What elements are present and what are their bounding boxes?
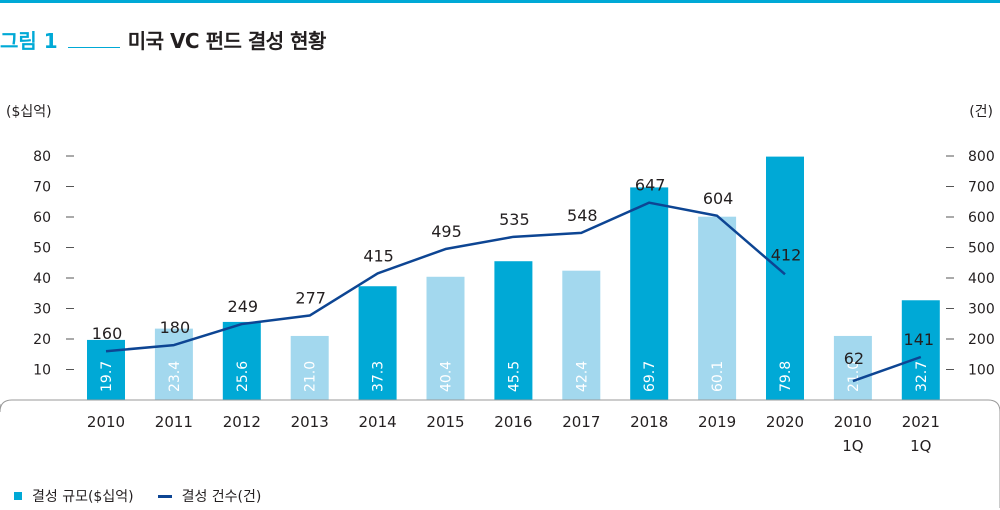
line-value-label: 412 xyxy=(771,245,802,264)
line-value-label: 277 xyxy=(295,289,326,308)
x-tick-label: 2020 xyxy=(766,413,804,431)
left-tick-label: 30 xyxy=(33,302,51,318)
bar xyxy=(222,321,261,400)
line-value-label: 160 xyxy=(92,324,123,343)
x-tick-label: 2015 xyxy=(426,413,464,431)
axis-ticks: 10 20 30 40 50 60 70 80 100 200 300 400 500 600 700 800 xyxy=(33,149,995,379)
line-value-label: 604 xyxy=(703,189,734,208)
figure-heading: 그림 1 미국 VC 펀드 결성 현황 xyxy=(0,24,326,54)
line-value-label: 535 xyxy=(499,210,530,229)
bar xyxy=(426,276,465,400)
bar xyxy=(290,335,329,400)
x-tick-label: 2016 xyxy=(494,413,532,431)
bar xyxy=(833,335,872,400)
bar-value-label: 40.4 xyxy=(439,361,455,392)
right-tick-label: 100 xyxy=(968,363,995,379)
x-tick-label: 2021 xyxy=(902,413,940,431)
x-tick-label: 2012 xyxy=(223,413,261,431)
line-segment xyxy=(105,201,786,353)
right-tick-label: 200 xyxy=(968,332,995,348)
bar-value-label: 19.7 xyxy=(99,361,115,392)
x-tick-label: 2010 xyxy=(87,413,125,431)
bar-value-label: 21.0 xyxy=(846,361,862,392)
x-tick-label: 2019 xyxy=(698,413,736,431)
x-tick-label: 1Q xyxy=(910,437,931,455)
right-tick-label: 400 xyxy=(968,271,995,287)
legend-bar-swatch xyxy=(14,492,22,500)
figure-title: 미국 VC 펀드 결성 현황 xyxy=(127,28,327,53)
legend-line-label: 결성 건수(건) xyxy=(181,489,262,505)
x-tick-label: 2013 xyxy=(291,413,329,431)
figure-heading-rule xyxy=(67,46,120,48)
bar xyxy=(494,261,533,400)
right-tick-label: 300 xyxy=(968,302,995,318)
line-value-label: 141 xyxy=(904,330,935,349)
bar-value-label: 42.4 xyxy=(574,361,590,392)
left-tick-label: 50 xyxy=(33,241,51,257)
bar xyxy=(562,270,601,400)
bar-value-label: 60.1 xyxy=(710,361,726,392)
right-tick-label: 600 xyxy=(968,210,995,226)
bar-value-label: 79.8 xyxy=(778,361,794,392)
left-axis-unit: ($십억) xyxy=(6,104,52,120)
x-axis-labels: 2010 2011 2012 2013 2014 2015 2016 2017 2018 2019… xyxy=(87,413,940,455)
line-value-label: 647 xyxy=(635,176,666,195)
line-value-label: 548 xyxy=(567,206,598,225)
line-value-label: 62 xyxy=(844,349,864,368)
bar xyxy=(901,300,940,400)
figure-number: 그림 1 xyxy=(0,28,58,53)
x-tick-label: 2010 xyxy=(834,413,872,431)
left-tick-label: 70 xyxy=(33,180,51,196)
legend: 결성 규모($십억) 결성 건수(건) xyxy=(14,486,261,506)
right-tick-label: 500 xyxy=(968,241,995,257)
top-rule xyxy=(0,0,1000,3)
bar xyxy=(358,286,397,400)
left-tick-label: 10 xyxy=(33,363,51,379)
x-tick-label: 1Q xyxy=(842,437,863,455)
bar-value-label: 21.0 xyxy=(303,361,319,392)
x-axis-frame xyxy=(0,399,1000,508)
bar-value-label: 25.6 xyxy=(235,361,251,392)
legend-bar-label: 결성 규모($십억) xyxy=(32,489,134,505)
right-axis-unit: (건) xyxy=(969,104,993,120)
left-tick-label: 40 xyxy=(33,271,51,287)
x-tick-label: 2014 xyxy=(359,413,397,431)
left-tick-label: 60 xyxy=(33,210,51,226)
bar-value-label: 45.5 xyxy=(506,361,522,392)
line-segment xyxy=(852,355,922,383)
line-value-label: 495 xyxy=(431,222,462,241)
legend-line-swatch xyxy=(157,494,172,498)
x-tick-label: 2011 xyxy=(155,413,193,431)
bar xyxy=(630,187,669,400)
right-tick-label: 700 xyxy=(968,180,995,196)
x-tick-label: 2017 xyxy=(562,413,600,431)
bar-series: 19.7 23.4 25.6 21.0 37.3 40.4 45.5 42.4 69.7 60.1… xyxy=(87,156,940,400)
bar-value-label: 23.4 xyxy=(167,361,183,392)
bar xyxy=(698,216,737,400)
left-tick-label: 20 xyxy=(33,332,51,348)
bar-value-label: 32.7 xyxy=(914,361,930,392)
x-tick-label: 2018 xyxy=(630,413,668,431)
right-tick-label: 800 xyxy=(968,149,995,165)
bar-value-label: 37.3 xyxy=(371,361,387,392)
left-tick-label: 80 xyxy=(33,149,51,165)
line-value-label: 249 xyxy=(228,297,259,316)
line-value-label: 415 xyxy=(363,246,394,265)
line-value-label: 180 xyxy=(160,318,191,337)
bar xyxy=(766,156,804,400)
line-series: 160 180 249 277 415 495 535 548 647 604 412 62 141 xyxy=(92,176,935,383)
bar-value-label: 69.7 xyxy=(642,361,658,392)
